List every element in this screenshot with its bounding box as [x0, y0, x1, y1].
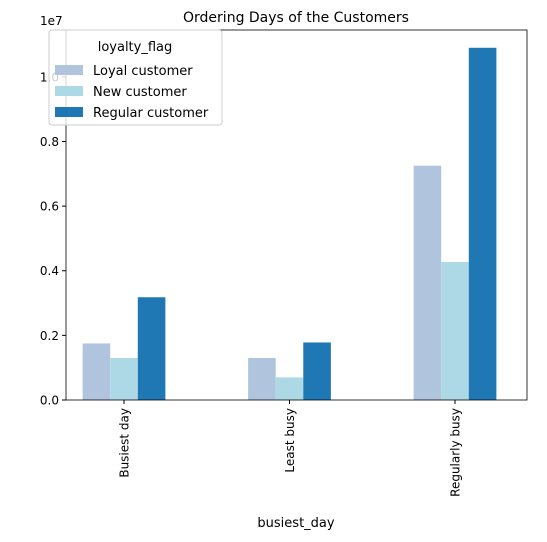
legend-swatch — [55, 107, 83, 117]
axes-frame — [65, 29, 528, 401]
legend-label: New customer — [93, 85, 187, 100]
bar — [137, 297, 166, 400]
y-tick-label: 0.4 — [40, 264, 59, 278]
legend-swatch — [55, 86, 83, 96]
legend-title: loyalty_flag — [98, 40, 173, 55]
chart-title: Ordering Days of the Customers — [183, 10, 409, 26]
y-tick-label: 0.2 — [40, 329, 59, 343]
y-tick-label: 0.8 — [40, 135, 59, 149]
bar — [275, 377, 304, 400]
legend: loyalty_flag Loyal customer New customer Re… — [48, 29, 223, 126]
bar — [413, 165, 442, 400]
x-axis-label: busiest_day — [257, 516, 334, 531]
bar — [110, 357, 138, 400]
legend-box — [48, 29, 223, 126]
bar — [441, 262, 469, 400]
legend-label: Regular customer — [93, 106, 209, 121]
legend-swatch — [55, 65, 83, 75]
x-tick-label: Busiest day — [118, 408, 132, 478]
legend-label: Loyal customer — [93, 64, 193, 79]
x-tick-label: Regularly busy — [449, 408, 463, 497]
y-tick-label: 0.6 — [40, 200, 59, 214]
y-offset-label: 1e7 — [40, 14, 63, 28]
bar — [248, 357, 276, 400]
y-tick-label: 0.0 — [40, 394, 59, 408]
bar — [468, 47, 497, 401]
bar — [82, 343, 111, 400]
x-tick-label: Least busy — [283, 408, 297, 473]
bar — [303, 342, 331, 400]
